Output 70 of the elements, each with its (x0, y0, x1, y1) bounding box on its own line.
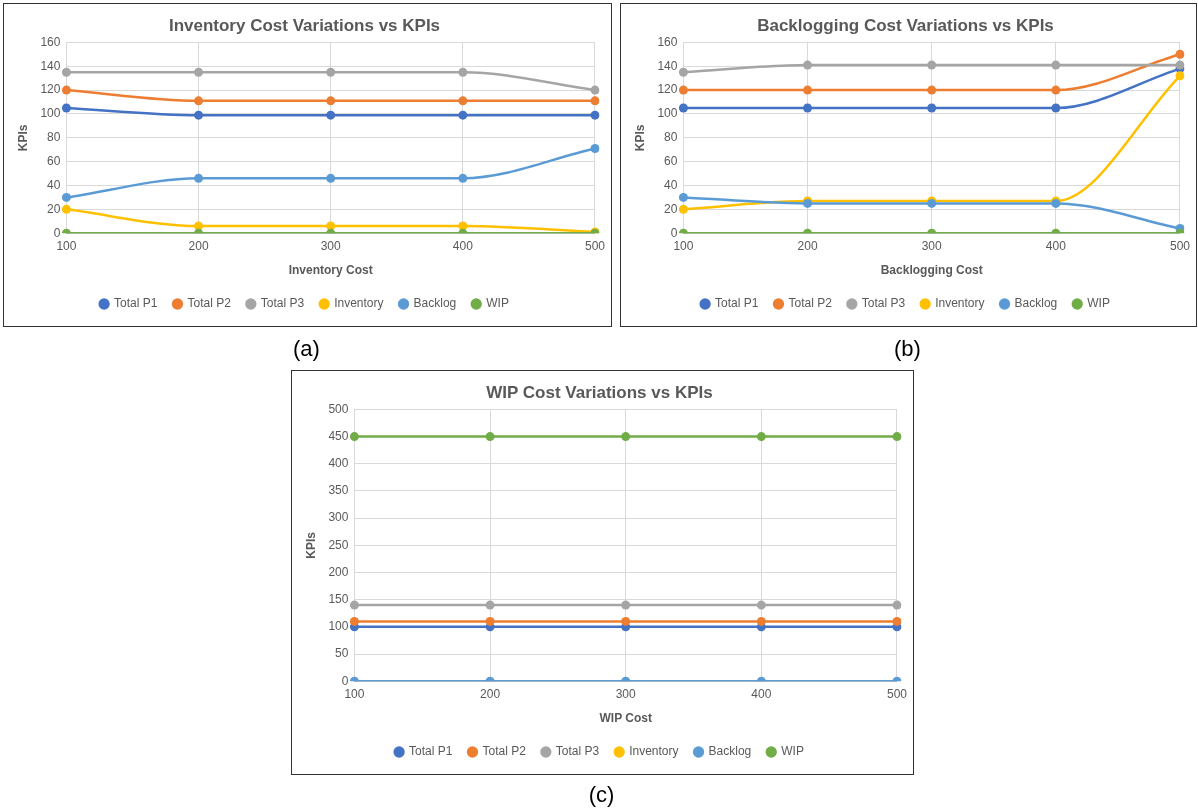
y-tick-label: 450 (328, 428, 349, 443)
legend-label: Backlog (413, 296, 457, 311)
y-tick-label: 40 (47, 177, 61, 192)
y-axis-title: KPIs (15, 124, 30, 152)
text: (b) (893, 336, 922, 362)
legend-label: WIP (781, 744, 804, 759)
x-tick-label: 500 (1169, 238, 1191, 253)
y-tick-label: 250 (328, 537, 349, 552)
y-tick-label: 60 (664, 153, 678, 168)
y-tick-label: 100 (40, 106, 61, 121)
x-tick-label: 300 (921, 238, 943, 253)
legend-label: Total P2 (482, 744, 527, 759)
y-tick-label: 140 (40, 58, 61, 73)
x-tick-label: 300 (615, 686, 637, 701)
text: (c) (587, 782, 616, 808)
legend-label: Total P3 (555, 744, 600, 759)
y-tick-label: 400 (328, 456, 349, 471)
y-tick-label: 120 (657, 82, 678, 97)
legend-label: Backlog (1014, 296, 1058, 311)
y-tick-label: 0 (53, 225, 61, 240)
legend-label: WIP (486, 296, 509, 311)
y-tick-label: 100 (657, 106, 678, 121)
x-tick-label: 200 (480, 686, 501, 701)
y-tick-label: 0 (670, 225, 678, 240)
y-tick-label: 60 (47, 153, 61, 168)
x-axis-title: Inventory Cost (288, 263, 373, 278)
y-tick-label: 50 (335, 646, 349, 661)
legend-label: Total P2 (187, 296, 232, 311)
y-tick-label: 160 (657, 34, 678, 49)
y-tick-label: 500 (328, 401, 349, 416)
y-tick-label: 160 (40, 34, 61, 49)
x-tick-label: 200 (797, 238, 818, 253)
legend-label: Total P3 (260, 296, 305, 311)
x-tick-label: 500 (584, 238, 606, 253)
y-tick-label: 120 (40, 82, 61, 97)
y-tick-label: 100 (328, 619, 349, 634)
y-tick-label: 150 (328, 591, 349, 606)
legend-label: Total P1 (114, 296, 158, 311)
text: (a) (292, 336, 321, 362)
y-axis-title: KPIs (632, 124, 647, 152)
y-tick-label: 20 (47, 201, 61, 216)
y-tick-label: 40 (664, 177, 678, 192)
legend-label: WIP (1087, 296, 1110, 311)
y-axis-title: KPIs (303, 531, 318, 559)
y-tick-label: 80 (664, 130, 678, 145)
y-tick-label: 20 (664, 201, 678, 216)
legend-label: Total P1 (409, 744, 453, 759)
chart-title: WIP Cost Variations vs KPIs (486, 382, 713, 402)
legend-label: Inventory (334, 296, 384, 311)
chart-title: Backlogging Cost Variations vs KPIs (757, 15, 1054, 35)
legend-label: Inventory (629, 744, 679, 759)
legend-label: Inventory (935, 296, 985, 311)
legend-label: Total P2 (788, 296, 833, 311)
y-tick-label: 140 (657, 58, 678, 73)
chart-title: Inventory Cost Variations vs KPIs (168, 15, 441, 35)
x-tick-label: 400 (452, 238, 474, 253)
legend-label: Total P3 (861, 296, 906, 311)
y-tick-label: 0 (341, 673, 349, 688)
x-tick-label: 200 (188, 238, 209, 253)
x-tick-label: 500 (886, 686, 908, 701)
x-axis-title: WIP Cost (599, 711, 652, 726)
y-tick-label: 300 (328, 510, 349, 525)
y-tick-label: 80 (47, 130, 61, 145)
legend-label: Backlog (708, 744, 752, 759)
x-axis-title: Backlogging Cost (880, 263, 983, 278)
y-tick-label: 200 (328, 564, 349, 579)
x-tick-label: 400 (1045, 238, 1067, 253)
y-tick-label: 350 (328, 483, 349, 498)
legend-label: Total P1 (715, 296, 759, 311)
x-tick-label: 400 (751, 686, 772, 701)
